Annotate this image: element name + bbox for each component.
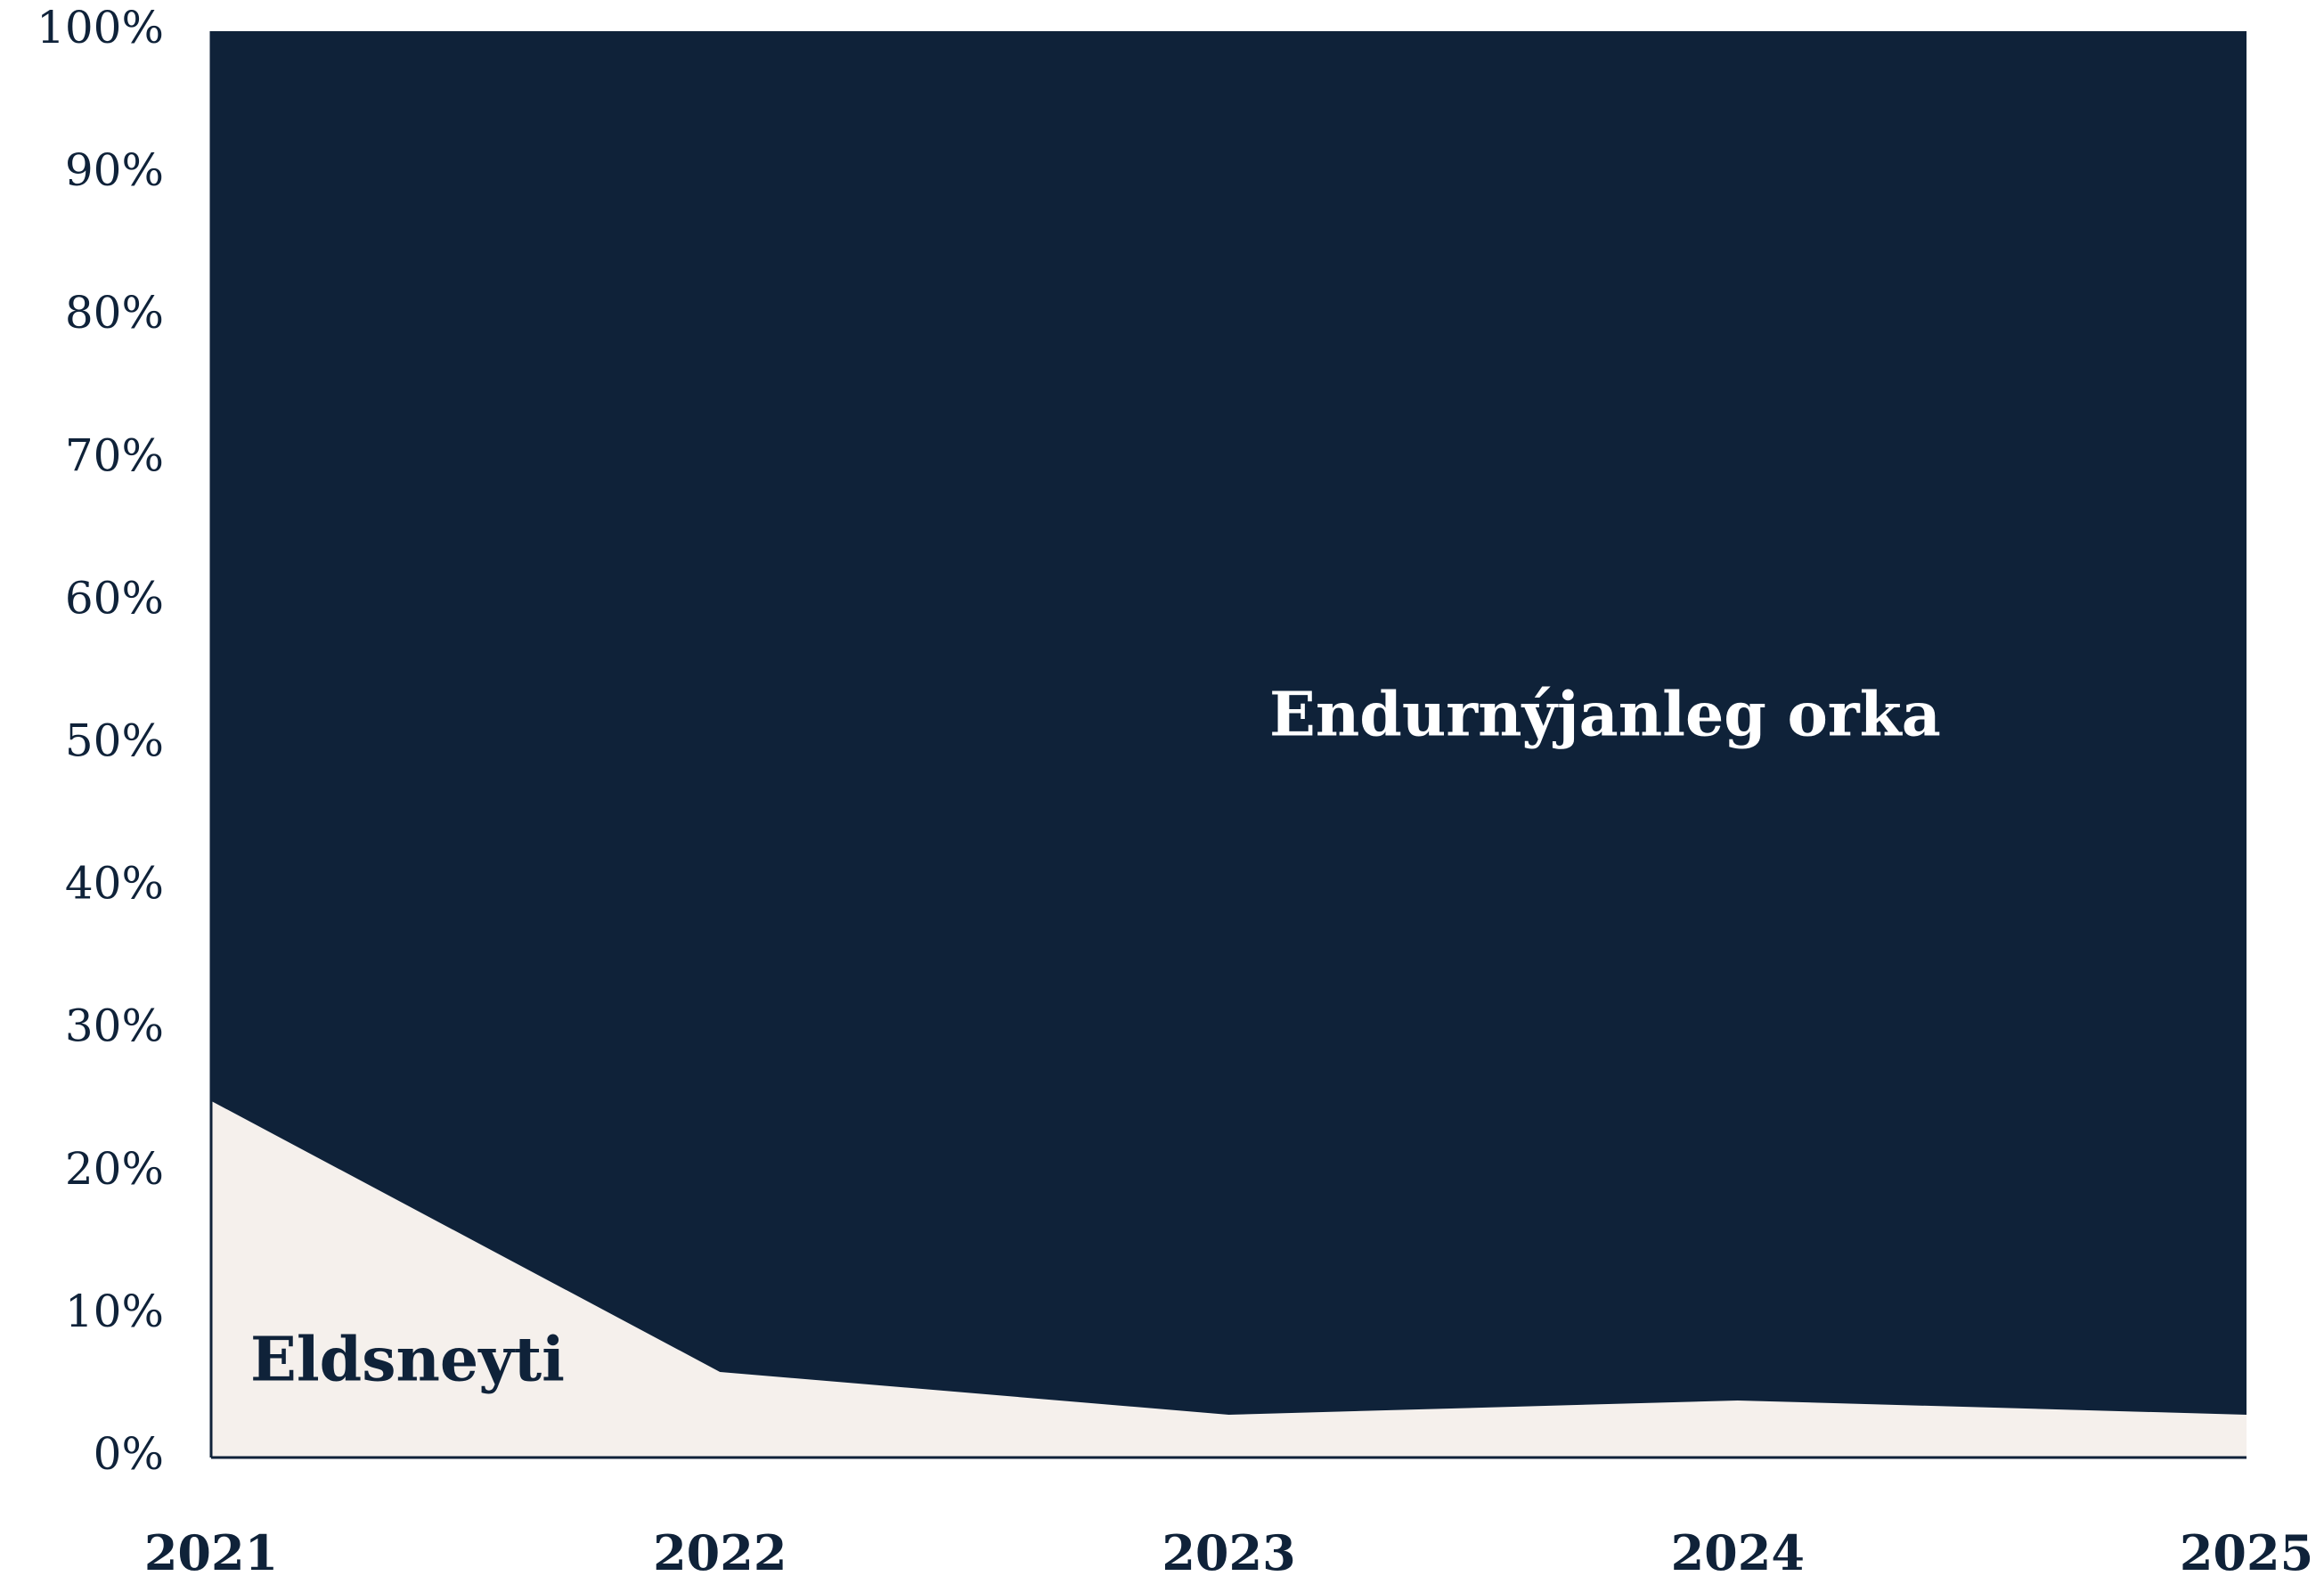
- area: [211, 31, 2247, 1415]
- x-tick-label: 2024: [1671, 1524, 1805, 1576]
- series-label: Eldsneyti: [250, 1325, 565, 1396]
- y-tick-label: 80%: [65, 287, 164, 339]
- y-tick-label: 50%: [65, 715, 164, 767]
- y-tick-label: 90%: [65, 144, 164, 196]
- area: [211, 1100, 2247, 1458]
- y-tick-label: 100%: [37, 2, 164, 53]
- y-tick-label: 0%: [94, 1428, 164, 1480]
- y-tick-label: 30%: [65, 1000, 164, 1052]
- y-tick-label: 10%: [65, 1286, 164, 1337]
- y-tick-label: 70%: [65, 429, 164, 481]
- y-tick-label: 60%: [65, 572, 164, 624]
- x-tick-label: 2025: [2180, 1524, 2313, 1576]
- x-tick-label: 2021: [144, 1524, 278, 1576]
- x-tick-label: 2023: [1162, 1524, 1295, 1576]
- x-tick-label: 2022: [653, 1524, 787, 1576]
- y-tick-label: 40%: [65, 858, 164, 910]
- series-label: Endurnýjanleg orka: [1269, 680, 1941, 751]
- y-tick-label: 20%: [65, 1143, 164, 1195]
